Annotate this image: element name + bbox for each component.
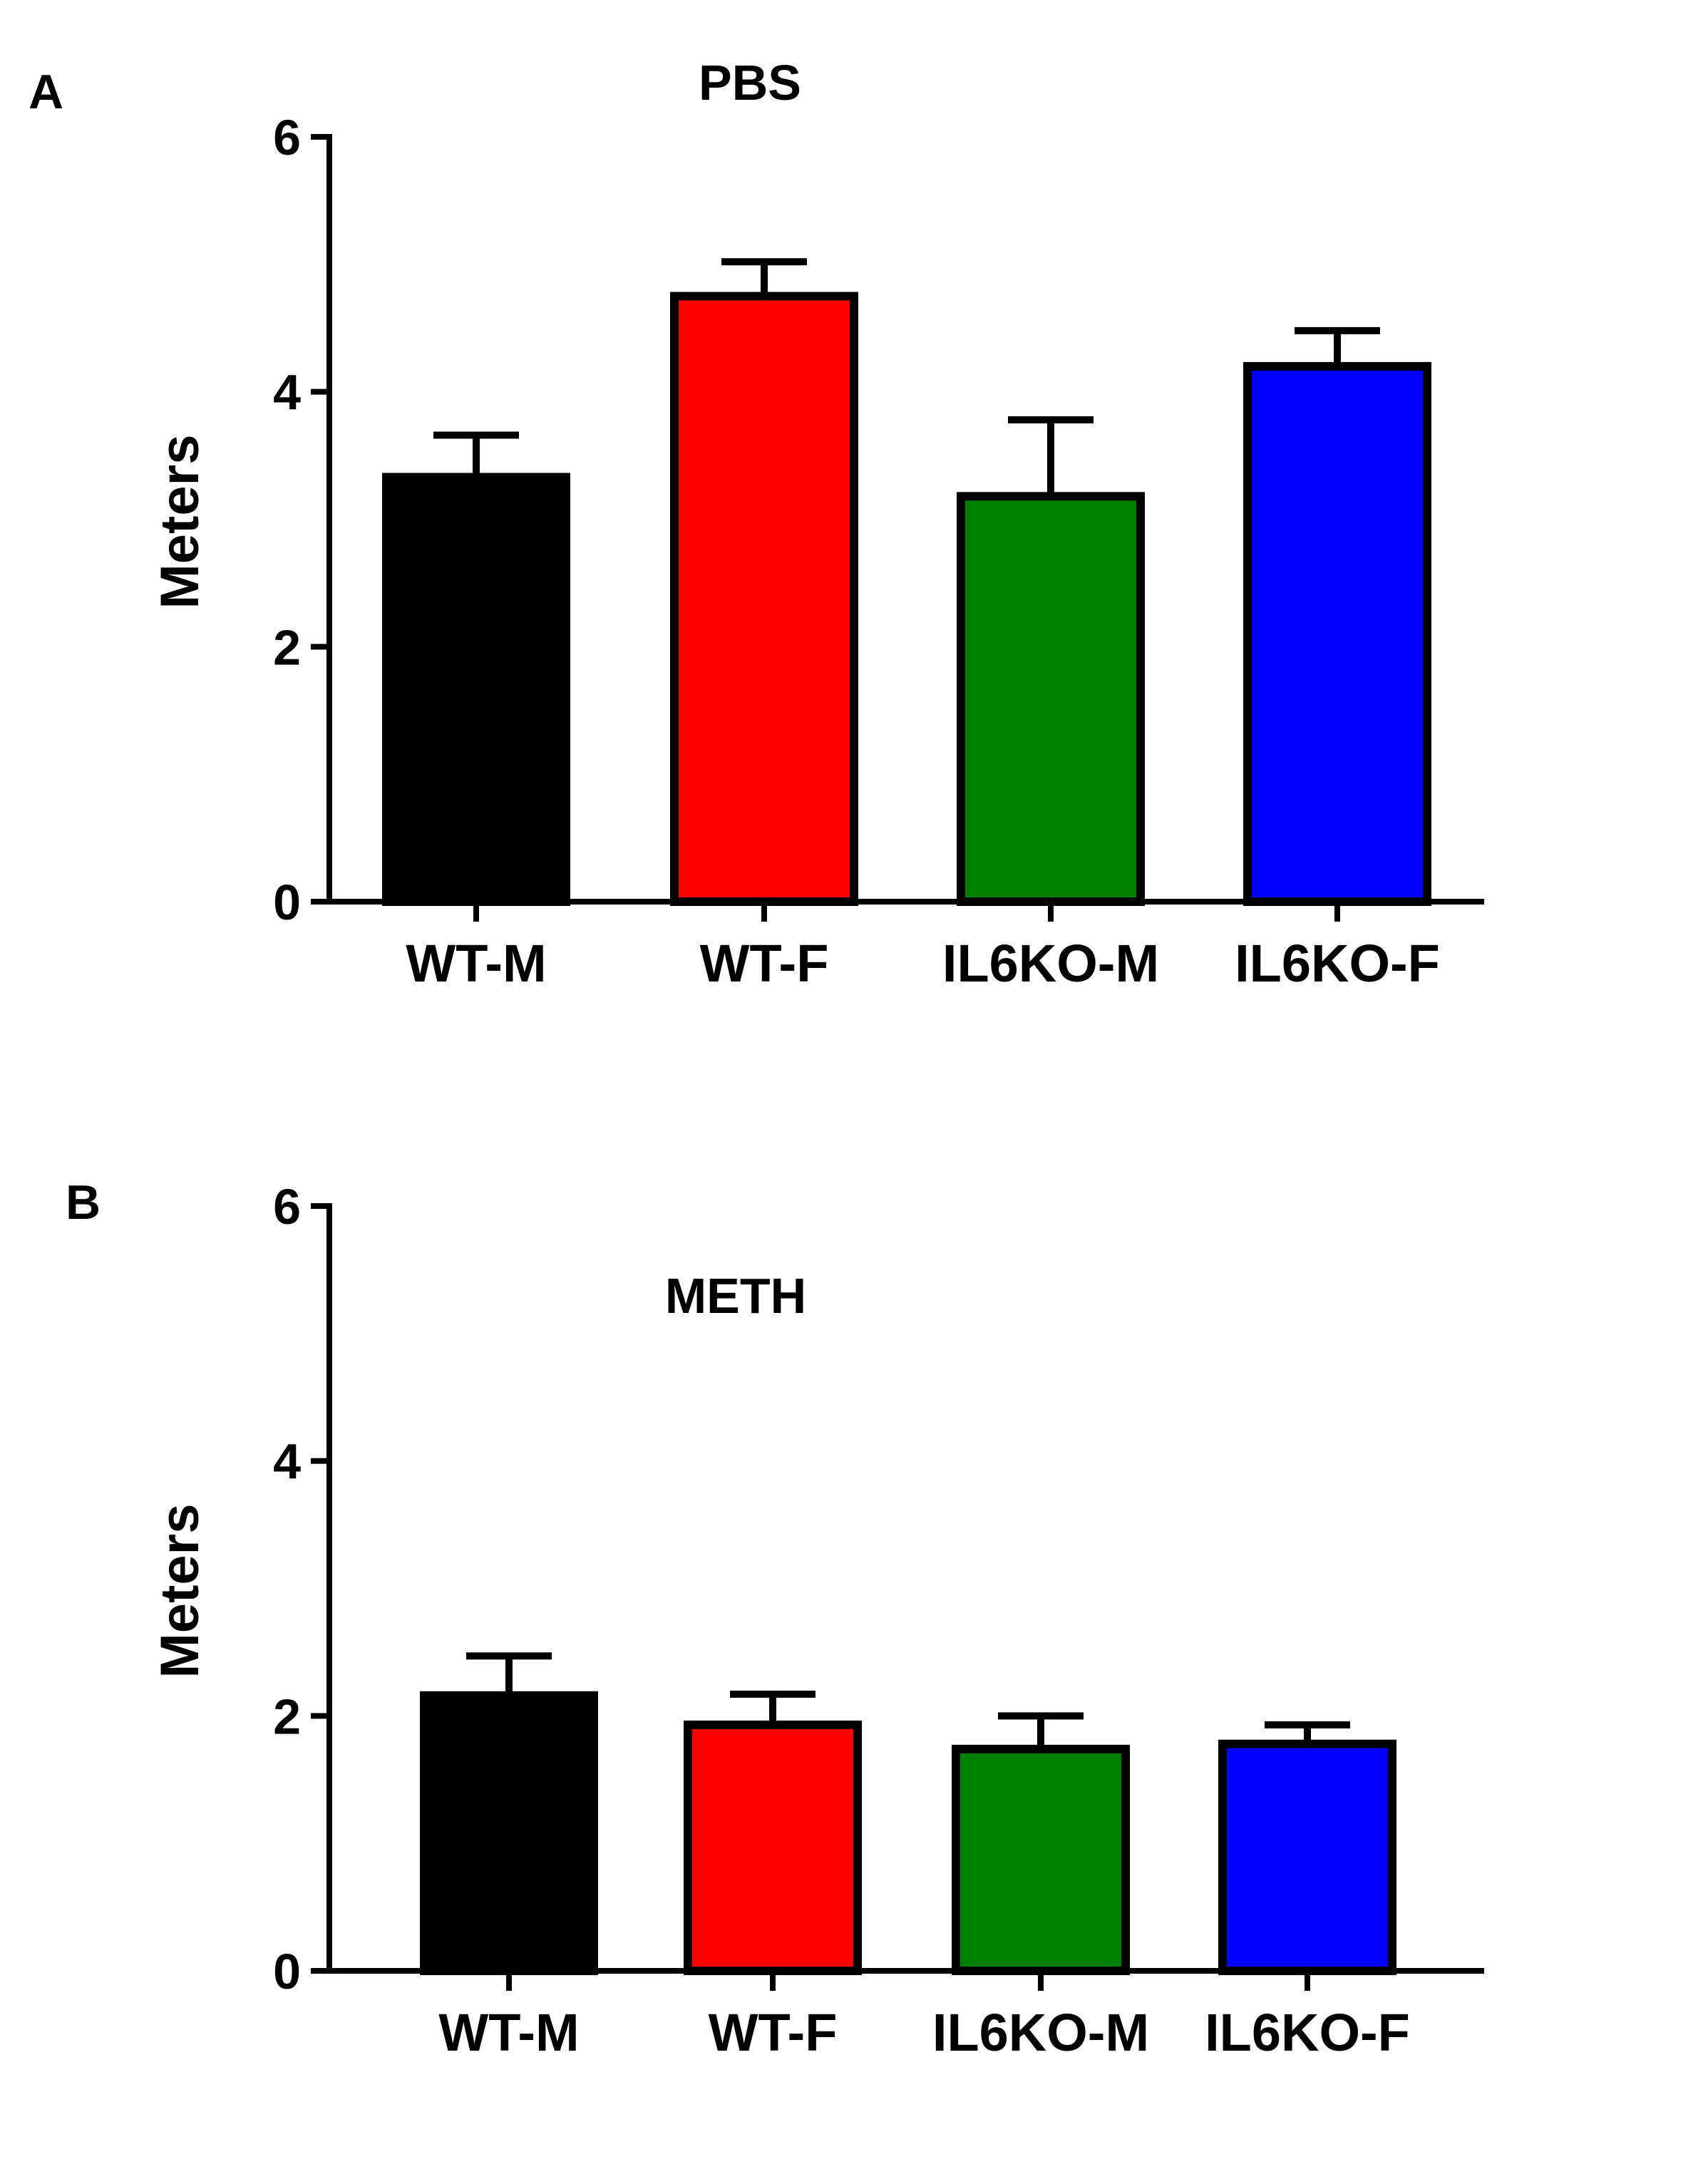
x-tick-label: IL6KO-F (1205, 2003, 1410, 2062)
x-tick-label: WT-M (438, 2003, 579, 2062)
bar-wt-f (670, 292, 858, 906)
y-axis-label: Meters (150, 435, 210, 609)
x-tick-label: IL6KO-M (932, 2003, 1149, 2062)
bar-wt-m (382, 473, 570, 906)
chart-title: METH (665, 1268, 806, 1324)
y-tick-label: 0 (273, 875, 301, 930)
bar-wt-m (420, 1691, 598, 1975)
y-tick-label: 2 (273, 1689, 301, 1744)
panel-a: A PBS Meters 0 2 4 6 WT-M WT-F IL6KO-M IL6KO-F (29, 55, 1484, 993)
y-tick-label: 4 (273, 1434, 301, 1490)
x-tick-label: WT-F (700, 934, 829, 993)
chart-title: PBS (699, 55, 801, 110)
bar-il6ko-m (957, 492, 1145, 906)
panel-b: B METH Meters 0 2 4 6 WT-M WT-F IL6KO-M IL6KO-… (66, 1175, 1484, 2062)
x-tick-label: IL6KO-M (942, 934, 1159, 993)
y-tick-label: 6 (273, 110, 301, 165)
x-tick-label: WT-F (709, 2003, 838, 2062)
y-tick-label: 4 (273, 365, 301, 421)
bar-il6ko-m (952, 1744, 1130, 1976)
x-tick-label: WT-M (406, 934, 546, 993)
bar-wt-f (684, 1720, 862, 1975)
panel-letter: A (29, 65, 63, 119)
bar-il6ko-f (1243, 361, 1431, 906)
y-tick-label: 2 (273, 619, 301, 675)
y-axis-label: Meters (150, 1504, 210, 1679)
y-tick-label: 6 (273, 1179, 301, 1235)
bar-il6ko-f (1218, 1739, 1396, 1976)
y-tick-label: 0 (273, 1944, 301, 1999)
x-tick-label: IL6KO-F (1235, 934, 1440, 993)
panel-letter: B (66, 1175, 101, 1230)
